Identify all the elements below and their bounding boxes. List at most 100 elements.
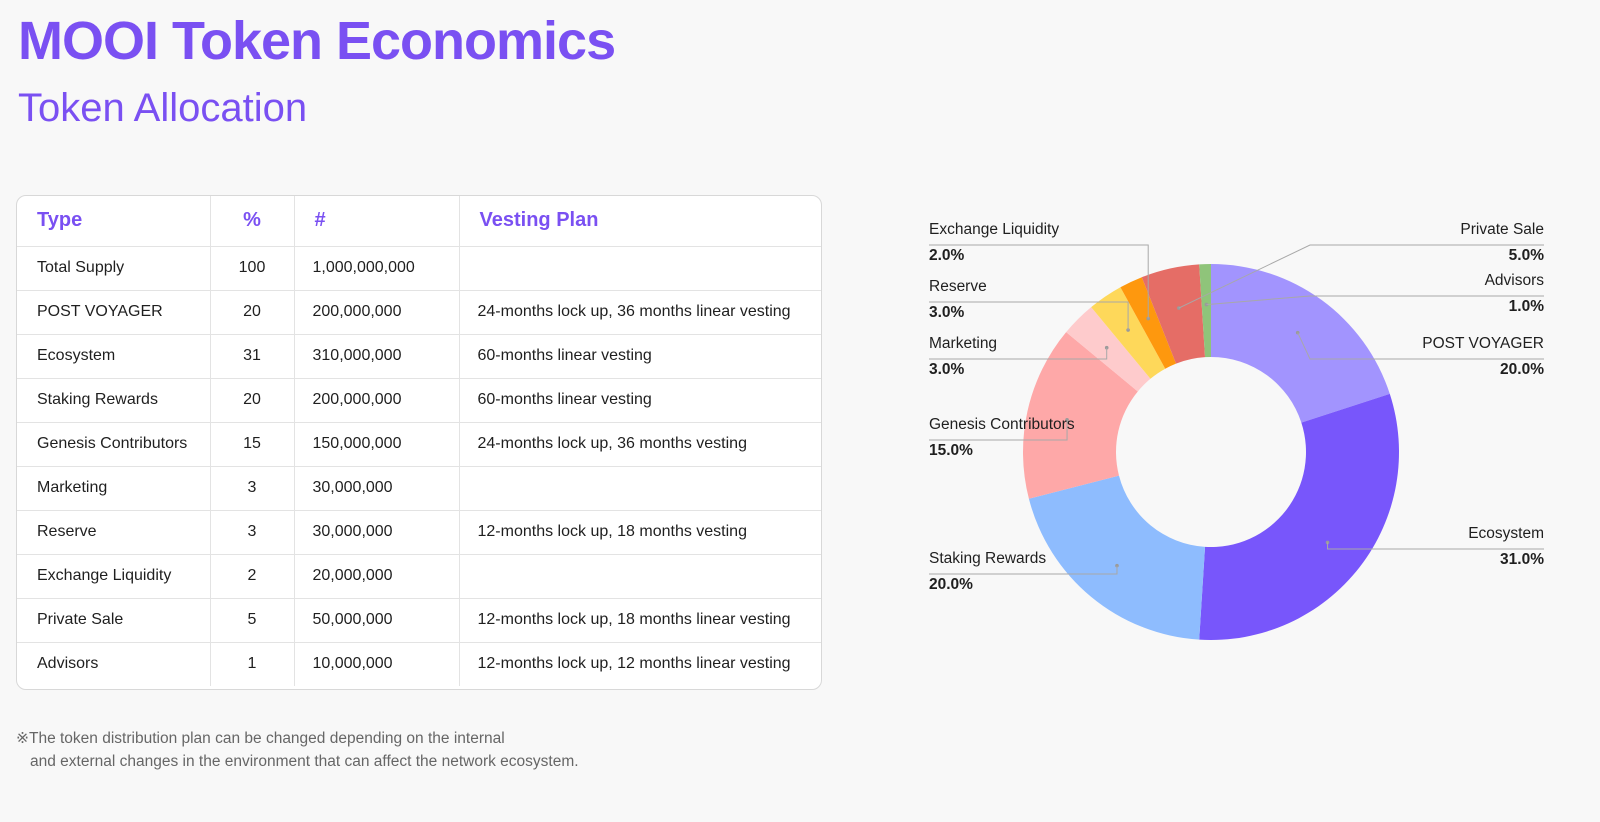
cell-amount: 30,000,000	[293, 510, 459, 555]
leader-line	[929, 347, 1108, 360]
slice-label-name: Private Sale	[1460, 221, 1544, 238]
slice-label-name: Genesis Contributors	[929, 416, 1075, 433]
leader-line	[1327, 542, 1544, 550]
slice-label-value: 2.0%	[929, 247, 965, 264]
donut-slice-marketing	[1066, 307, 1151, 392]
cell-vesting-plan	[458, 554, 821, 599]
slice-label-value: 3.0%	[929, 304, 965, 321]
slice-label-name: Marketing	[929, 335, 997, 352]
cell-vesting-plan: 24-months lock up, 36 months linear vest…	[458, 290, 821, 335]
footnote-line-1: ※The token distribution plan can be chan…	[16, 730, 505, 747]
footnote: ※The token distribution plan can be chan…	[16, 727, 579, 773]
page-title: MOOI Token Economics	[18, 11, 616, 71]
cell-percent: 3	[209, 466, 294, 511]
cell-percent: 20	[209, 378, 294, 423]
cell-type: Staking Rewards	[17, 378, 210, 423]
leader-dot	[1177, 306, 1181, 310]
cell-type: Ecosystem	[17, 334, 210, 379]
cell-vesting-plan: 24-months lock up, 36 months vesting	[458, 422, 821, 467]
cell-vesting-plan	[458, 246, 821, 291]
cell-percent: 1	[209, 642, 294, 686]
slice-label-value: 3.0%	[929, 361, 965, 378]
cell-percent: 15	[209, 422, 294, 467]
table-row: Staking Rewards 20 200,000,000 60-months li…	[17, 378, 821, 423]
donut-slice-genesis-contributors	[1023, 332, 1138, 499]
leader-dot	[1204, 302, 1209, 307]
cell-percent: 2	[209, 554, 294, 599]
slice-label-value: 20.0%	[929, 576, 973, 593]
cell-type: Reserve	[17, 510, 210, 555]
cell-percent: 3	[209, 510, 294, 555]
table-row: Exchange Liquidity 2 20,000,000	[17, 554, 821, 599]
table-row: Total Supply 100 1,000,000,000	[17, 246, 821, 291]
slice-label-name: Advisors	[1485, 272, 1545, 289]
cell-vesting-plan: 12-months lock up, 18 months vesting	[458, 510, 821, 555]
donut-slice-ecosystem	[1199, 393, 1399, 640]
cell-percent: 20	[209, 290, 294, 335]
table-header-row: Type % # Vesting Plan	[17, 196, 821, 247]
donut-slice-private-sale	[1141, 264, 1206, 364]
cell-type: Private Sale	[17, 598, 210, 643]
cell-amount: 20,000,000	[293, 554, 459, 599]
leader-line	[929, 419, 1068, 441]
donut-slice-reserve	[1091, 287, 1166, 379]
slice-label-name: POST VOYAGER	[1422, 335, 1544, 352]
slice-label-value: 31.0%	[1500, 551, 1544, 568]
table-row: Genesis Contributors 15 150,000,000 24-mont…	[17, 422, 821, 467]
footnote-line-2: and external changes in the environment …	[30, 753, 579, 770]
cell-type: Total Supply	[17, 246, 210, 291]
leader-dot	[1295, 330, 1300, 335]
donut-slice-advisors	[1199, 264, 1211, 358]
header-type: Type	[17, 196, 210, 247]
donut-slice-post-voyager	[1211, 264, 1390, 423]
leader-line	[1206, 295, 1544, 306]
cell-amount: 50,000,000	[293, 598, 459, 643]
leader-line	[929, 565, 1118, 575]
cell-type: Advisors	[37, 655, 99, 673]
cell-amount: 200,000,000	[293, 378, 459, 423]
cell-type: POST VOYAGER	[17, 290, 210, 335]
cell-amount: 200,000,000	[293, 290, 459, 335]
cell-vesting-plan: 60-months linear vesting	[458, 334, 821, 379]
cell-vesting-plan: 12-months lock up, 18 months linear vest…	[458, 598, 821, 643]
cell-type: Genesis Contributors	[17, 422, 210, 467]
slice-label-name: Exchange Liquidity	[929, 221, 1059, 238]
table-row: Advisors 1 10,000,000 12-months lock up, 12…	[17, 642, 821, 686]
page-subtitle: Token Allocation	[18, 86, 308, 130]
cell-amount: 10,000,000	[293, 642, 459, 686]
table-row: Private Sale 5 50,000,000 12-months lock up…	[17, 598, 821, 643]
slice-label-value: 5.0%	[1509, 247, 1545, 264]
cell-amount: 30,000,000	[293, 466, 459, 511]
cell-percent: 31	[209, 334, 294, 379]
donut-slice-exchange-liquidity	[1120, 277, 1177, 369]
leader-line	[1178, 244, 1544, 309]
cell-amount: 310,000,000	[293, 334, 459, 379]
cell-vesting-plan	[458, 466, 821, 511]
slice-label-name: Ecosystem	[1468, 525, 1544, 542]
header-amount: #	[293, 196, 459, 247]
slice-label-name: Reserve	[929, 278, 987, 295]
allocation-table: Type % # Vesting Plan Total Supply 100 1,0…	[16, 195, 822, 690]
leader-line	[929, 301, 1129, 331]
table-row: Marketing 3 30,000,000	[17, 466, 821, 511]
header-percent: %	[209, 196, 294, 247]
cell-vesting-plan: 12-months lock up, 12 months linear vest…	[458, 642, 821, 686]
cell-amount: 1,000,000,000	[293, 246, 459, 291]
cell-type: Marketing	[17, 466, 210, 511]
cell-vesting-plan: 60-months linear vesting	[458, 378, 821, 423]
donut-slice-staking-rewards	[1028, 475, 1206, 640]
cell-percent: 5	[209, 598, 294, 643]
slice-label-value: 1.0%	[1509, 298, 1545, 315]
slice-label-value: 20.0%	[1500, 361, 1544, 378]
table-row: POST VOYAGER 20 200,000,000 24-months lock …	[17, 290, 821, 335]
leader-line	[1297, 332, 1544, 360]
slice-label-name: Staking Rewards	[929, 550, 1046, 567]
table-row: Reserve 3 30,000,000 12-months lock up, 18 …	[17, 510, 821, 555]
cell-percent: 100	[209, 246, 294, 291]
leader-line	[929, 244, 1149, 319]
header-vesting-plan: Vesting Plan	[458, 196, 821, 247]
cell-amount: 150,000,000	[293, 422, 459, 467]
cell-type: Exchange Liquidity	[17, 554, 210, 599]
slice-label-value: 15.0%	[929, 442, 973, 459]
